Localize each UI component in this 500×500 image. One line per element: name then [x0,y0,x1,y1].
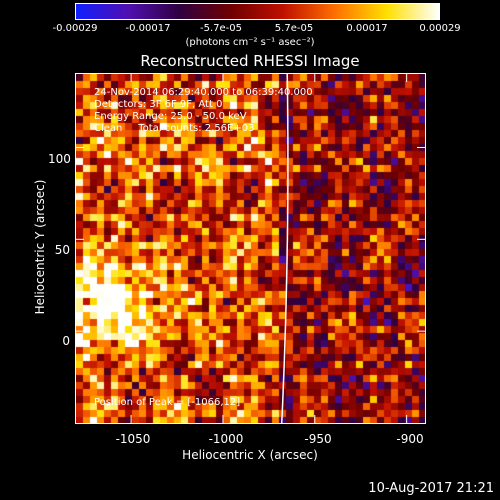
colorbar-tick-label: -5.7e-05 [200,23,242,34]
y-tick-label: 100 [48,152,71,166]
y-axis-label: Heliocentric Y (arcsec) [33,179,47,315]
x-tick-label: -900 [396,432,424,446]
plot-title: Reconstructed RHESSI Image [140,52,360,70]
clean-counts-label: Clean Total counts: 2.56E+03 [94,123,255,134]
axis-tick-marks [76,74,425,423]
colorbar-tick-label: 0.00017 [346,23,388,34]
colorbar [75,3,440,20]
x-axis-label: Heliocentric X (arcsec) [182,448,318,462]
colorbar-tick-label: 5.7e-05 [274,23,314,34]
generation-date: 10-Aug-2017 21:21 [368,481,494,496]
colorbar-units: (photons cm⁻² s⁻¹ asec⁻²) [185,37,315,48]
colorbar-tick-label: 0.00029 [419,23,461,34]
plot-frame [75,73,426,424]
detectors-label: Detectors: 3F 6F 9F, Att 0 [94,99,223,110]
peak-position-label: Position of Peak = [-1066,12] [94,397,241,408]
rhessi-heatmap [76,74,425,423]
x-tick-label: -1050 [115,432,151,446]
energy-range-label: Energy Range: 25.0 - 50.0 keV [94,111,247,122]
solar-limb-line [280,73,289,424]
y-tick-label: 0 [62,334,70,348]
y-tick-label: 50 [54,243,70,257]
x-tick-label: -950 [304,432,332,446]
time-range-label: 24-Nov-2014 06:29:40.000 to 06:39:40.000 [94,87,313,98]
colorbar-tick-label: -0.00017 [125,23,171,34]
x-tick-label: -1000 [208,432,244,446]
colorbar-tick-label: -0.00029 [52,23,98,34]
